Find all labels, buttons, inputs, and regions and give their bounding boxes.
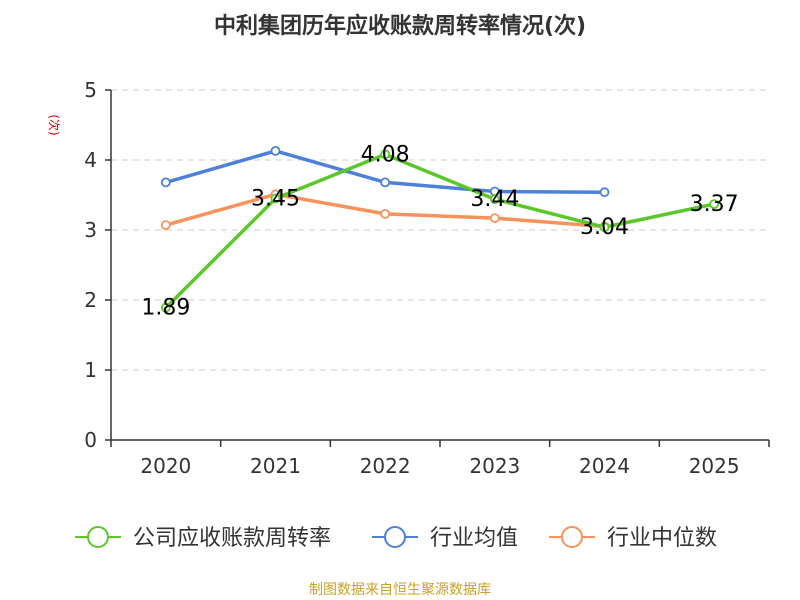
y-tick-label: 1 [84,358,97,382]
data-labels: 1.89 3.45 4.08 3.44 3.04 3.37 [141,142,738,320]
x-tick-label: 2021 [250,454,301,478]
data-label: 3.04 [580,215,629,240]
data-point [380,208,391,219]
data-point [599,222,610,233]
data-point [160,220,171,231]
data-point [489,213,500,224]
legend-label: 公司应收账款周转率 [133,526,331,551]
legend: 公司应收账款周转率 行业均值 行业中位数 [75,526,717,551]
data-label: 3.44 [470,187,519,212]
legend-item-2: 行业中位数 [549,526,717,551]
y-axis-label: (次) [47,114,61,135]
y-tick-label: 3 [84,218,97,242]
y-tick-label: 2 [84,288,97,312]
data-point [270,145,281,156]
x-tick-label: 2023 [469,454,520,478]
series-0 [160,149,720,313]
data-label: 3.45 [251,187,300,212]
data-point [599,187,610,198]
data-point [489,194,500,205]
x-tick-label: 2022 [360,454,411,478]
legend-marker [87,526,109,548]
data-point [380,177,391,188]
grid [111,89,769,371]
chart-title: 中利集团历年应收账款周转率情况(次) [214,13,586,39]
data-label: 4.08 [361,142,410,167]
legend-item-1: 行业均值 [372,526,518,551]
data-point [380,149,391,160]
series [160,145,720,313]
y-tick-label: 5 [84,78,97,102]
legend-marker [561,526,583,548]
source-note: 制图数据来自恒生聚源数据库 [309,582,491,598]
x-tick-label: 2020 [140,454,191,478]
legend-item-0: 公司应收账款周转率 [75,526,331,551]
legend-label: 行业中位数 [607,526,717,551]
x-tick-label: 2025 [689,454,740,478]
data-point [160,302,171,313]
x-tick-label: 2024 [579,454,630,478]
data-point [270,193,281,204]
axes: 0 1 2 3 4 5 2020 2021 2022 2023 2024 2025 [84,78,770,478]
data-point [160,177,171,188]
y-tick-label: 0 [84,428,97,452]
y-tick-label: 4 [84,148,97,172]
data-label: 3.37 [690,192,739,217]
series-1 [160,145,610,198]
legend-marker [384,526,406,548]
data-point [709,199,720,210]
legend-label: 行业均值 [430,526,518,551]
series-line [164,152,715,309]
data-label: 1.89 [141,296,190,321]
